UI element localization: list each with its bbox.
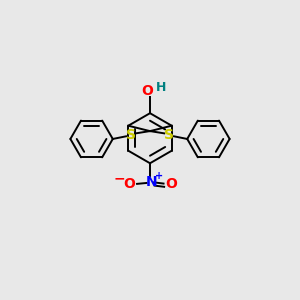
Text: S: S	[164, 128, 174, 142]
Text: −: −	[114, 172, 125, 186]
Text: H: H	[156, 81, 166, 94]
Text: N: N	[146, 175, 157, 188]
Text: O: O	[123, 177, 135, 191]
Text: O: O	[165, 177, 177, 191]
Text: S: S	[126, 128, 136, 142]
Text: O: O	[142, 84, 154, 98]
Text: +: +	[155, 171, 163, 181]
